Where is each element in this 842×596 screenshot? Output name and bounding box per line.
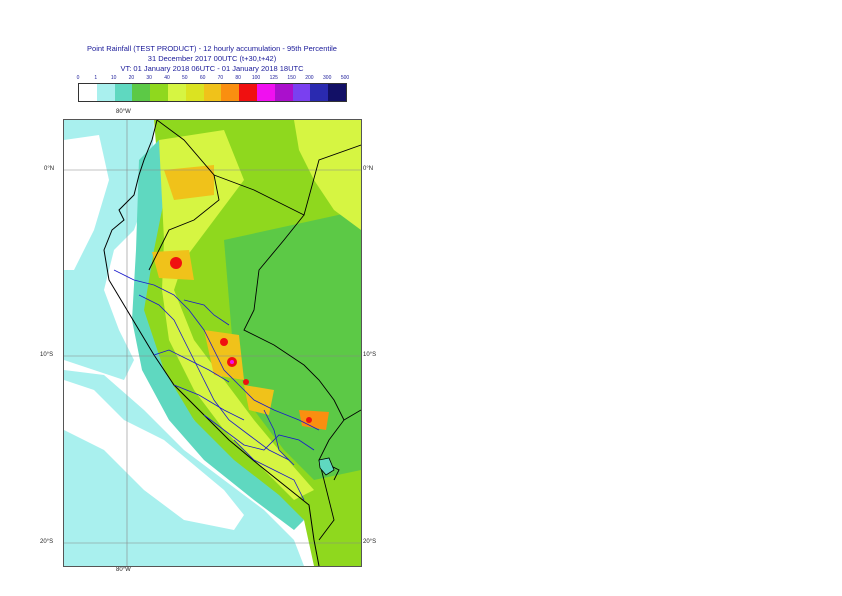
country-border-peru-brazil xyxy=(243,214,345,541)
lat-label-right-0: 0°N xyxy=(363,166,374,172)
legend-tick-label: 300 xyxy=(323,75,332,81)
legend-tick-label: 100 xyxy=(251,75,261,81)
legend-swatch xyxy=(132,84,151,101)
lat-label-right-20: 20°S xyxy=(363,539,377,545)
legend-tick-label: 30 xyxy=(146,75,152,81)
legend-tick-label: 70 xyxy=(217,75,224,81)
title-line-1: Point Rainfall (TEST PRODUCT) - 12 hourl… xyxy=(87,44,337,53)
coastline xyxy=(103,120,320,566)
legend-tick-label: 50 xyxy=(182,75,188,81)
legend-tick-label: 200 xyxy=(305,75,314,81)
legend-tick-label: 60 xyxy=(199,75,206,81)
rainfall-map[interactable] xyxy=(63,119,362,567)
lake-titicaca xyxy=(318,457,335,476)
legend-swatch xyxy=(310,84,329,101)
legend-tick-label: 500 xyxy=(340,75,350,81)
coastal-teal-band xyxy=(132,140,304,530)
legend-tick-label: 125 xyxy=(269,75,278,81)
title-line-3: VT: 01 January 2018 06UTC - 01 January 2… xyxy=(120,64,304,73)
legend-swatch xyxy=(203,84,222,101)
country-border-ecuador xyxy=(148,120,220,271)
lon-label-bottom: 80°W xyxy=(116,567,131,573)
rain-core-red-2 xyxy=(220,338,228,346)
legend-swatch xyxy=(79,84,97,101)
rain-core-red-5 xyxy=(306,417,312,423)
graticule xyxy=(64,120,361,566)
map-svg xyxy=(64,120,361,566)
legend-tick-label: 150 xyxy=(287,75,296,81)
rain-core-red-4 xyxy=(243,379,249,385)
legend-tick-label: 1 xyxy=(94,75,98,81)
legend-tick-label: 0 xyxy=(76,75,80,81)
rain-core-orange-4 xyxy=(244,385,274,415)
legend-swatch xyxy=(292,84,311,101)
rain-core-orange-1 xyxy=(164,165,214,200)
title-line-2: 31 December 2017 00UTC (t+30,t+42) xyxy=(147,54,277,63)
lat-label-left-20: 20°S xyxy=(40,539,54,545)
lon-label-top: 80°W xyxy=(116,109,131,115)
legend-tick-label: 40 xyxy=(164,75,170,81)
rain-core-orange-3 xyxy=(204,330,244,380)
ocean-dry-area-south xyxy=(64,380,244,530)
lat-label-left-10: 10°S xyxy=(40,352,54,358)
legend-tick-label: 80 xyxy=(235,75,241,81)
lat-label-left-0: 0°N xyxy=(44,166,55,172)
legend-tick-label: 20 xyxy=(128,75,135,81)
legend-swatch xyxy=(274,84,293,101)
legend-swatch xyxy=(328,84,346,101)
legend-swatch xyxy=(114,84,133,101)
northeast-yellow-area xyxy=(294,120,361,230)
legend-swatch xyxy=(167,84,186,101)
rain-core-red-1 xyxy=(170,257,182,269)
legend-swatch xyxy=(221,84,240,101)
ocean-dry-area xyxy=(64,135,109,270)
legend-swatch xyxy=(96,84,115,101)
rain-core-magenta xyxy=(230,360,234,364)
rain-core-orange-5 xyxy=(299,410,329,430)
regional-boundaries xyxy=(113,269,320,501)
legend-swatch xyxy=(239,84,257,101)
lat-label-right-10: 10°S xyxy=(363,352,377,358)
legend-swatch xyxy=(256,84,275,101)
color-legend xyxy=(78,83,347,102)
legend-swatch xyxy=(150,84,168,101)
legend-tick-label: 10 xyxy=(110,75,117,81)
legend-swatch xyxy=(185,84,204,101)
andes-yellow-band xyxy=(159,130,314,500)
